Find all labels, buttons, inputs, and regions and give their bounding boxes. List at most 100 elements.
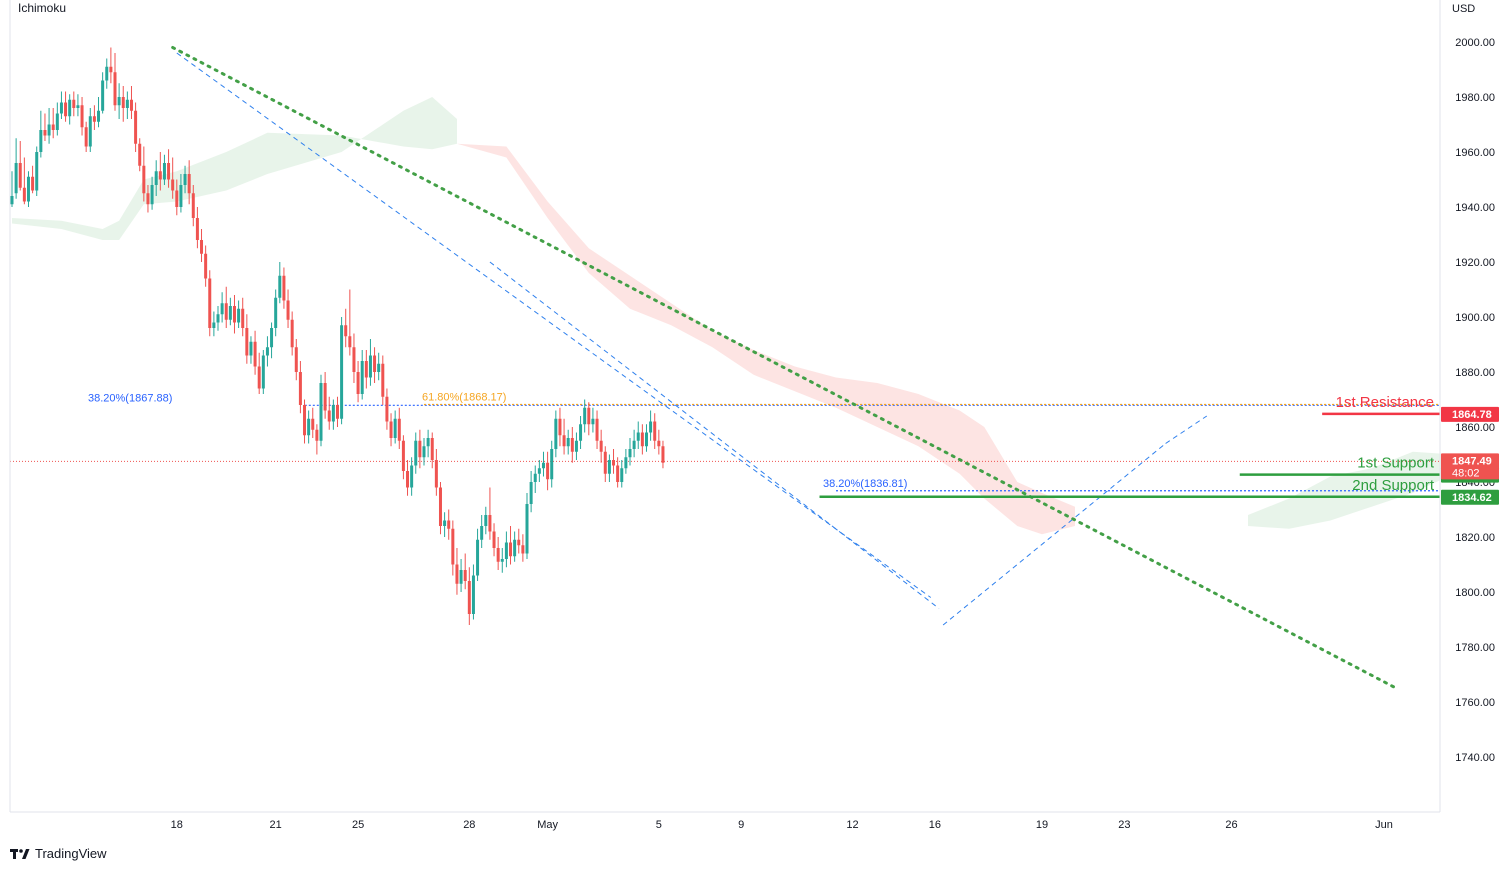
- candle-body: [356, 372, 360, 394]
- candle: [195, 207, 199, 249]
- candle-body: [480, 526, 484, 540]
- candle-body: [406, 471, 410, 488]
- candle: [183, 165, 187, 194]
- y-tick-label: 1740.00: [1455, 752, 1495, 764]
- candle-body: [162, 163, 166, 180]
- candle-body: [129, 99, 133, 111]
- candle-body: [595, 418, 599, 441]
- candle: [599, 429, 603, 463]
- candle-body: [566, 438, 570, 447]
- candle-body: [22, 187, 26, 202]
- candle: [146, 185, 150, 213]
- candle-body: [208, 278, 212, 328]
- candle: [348, 289, 352, 356]
- candle-body: [546, 462, 550, 480]
- candle-body: [574, 440, 578, 452]
- candle: [200, 229, 204, 262]
- candle-body: [68, 99, 72, 117]
- candle: [68, 94, 72, 125]
- candle-body: [418, 440, 422, 458]
- candle: [550, 440, 554, 488]
- candle: [451, 520, 455, 576]
- candle: [583, 399, 587, 433]
- candle-body: [583, 407, 587, 425]
- candle-body: [492, 531, 496, 548]
- y-tick-label: 1800.00: [1455, 587, 1495, 599]
- candle-body: [294, 347, 298, 372]
- candle: [274, 289, 278, 337]
- candle: [471, 564, 475, 620]
- downtrend-line: [171, 46, 1398, 690]
- candle-body: [323, 383, 327, 411]
- candle: [632, 429, 636, 458]
- candle-body: [529, 482, 533, 504]
- candle: [315, 424, 319, 455]
- candle-body: [579, 424, 583, 441]
- candle-body: [47, 124, 51, 136]
- candle-body: [14, 163, 18, 194]
- candle-body: [603, 451, 607, 474]
- level-name: 1st Support: [1357, 455, 1435, 472]
- candle: [59, 91, 63, 119]
- candle-body: [257, 366, 261, 389]
- candle-body: [496, 548, 500, 562]
- candle-body: [109, 66, 113, 73]
- x-tick-label: 25: [352, 819, 364, 831]
- x-tick-label: 9: [738, 819, 744, 831]
- indicator-label[interactable]: Ichimoku: [18, 1, 66, 15]
- candle: [624, 449, 628, 474]
- candle: [467, 567, 471, 625]
- candle-body: [88, 116, 92, 147]
- candle: [212, 311, 216, 337]
- candle-body: [150, 185, 154, 205]
- x-tick-label: 12: [846, 819, 858, 831]
- candle-body: [204, 253, 208, 279]
- level-name: 2nd Support: [1352, 477, 1435, 494]
- candle-body: [628, 449, 632, 458]
- candle-body: [385, 396, 389, 422]
- candle: [171, 157, 175, 199]
- candle-body: [142, 165, 146, 194]
- candle-body: [26, 176, 30, 202]
- candle-body: [373, 355, 377, 372]
- y-tick-label: 1820.00: [1455, 532, 1495, 544]
- candle-body: [31, 176, 35, 191]
- y-tick-label: 1920.00: [1455, 257, 1495, 269]
- candle-body: [167, 163, 171, 180]
- candle: [443, 512, 447, 537]
- candle: [319, 374, 323, 447]
- candle-body: [245, 328, 249, 356]
- candle-body: [43, 130, 47, 136]
- candle: [653, 413, 657, 449]
- candle-body: [331, 405, 335, 422]
- candle: [368, 339, 372, 386]
- candle-body: [471, 575, 475, 614]
- candle-body: [360, 361, 364, 394]
- candle: [373, 347, 377, 383]
- candle-body: [311, 418, 315, 430]
- candle-body: [504, 542, 508, 559]
- tradingview-brand[interactable]: TradingView: [10, 846, 107, 861]
- candle-body: [171, 179, 175, 191]
- candle: [175, 179, 179, 216]
- candle: [426, 429, 430, 458]
- candle-body: [335, 405, 339, 419]
- candle: [80, 97, 84, 136]
- candle-body: [550, 449, 554, 480]
- level-price-tag-bg: [1441, 406, 1499, 422]
- y-tick-label: 1980.00: [1455, 92, 1495, 104]
- candle: [303, 399, 307, 444]
- candle-body: [315, 429, 319, 441]
- candle-body: [558, 418, 562, 436]
- candle-body: [591, 418, 595, 425]
- candle-body: [562, 435, 566, 447]
- candle: [216, 306, 220, 331]
- candle: [26, 171, 30, 207]
- candle-body: [521, 545, 525, 554]
- candle: [649, 410, 653, 441]
- x-tick-label: May: [537, 819, 558, 831]
- x-tick-label: 19: [1036, 819, 1048, 831]
- candle-body: [570, 438, 574, 452]
- candle-body: [467, 581, 471, 614]
